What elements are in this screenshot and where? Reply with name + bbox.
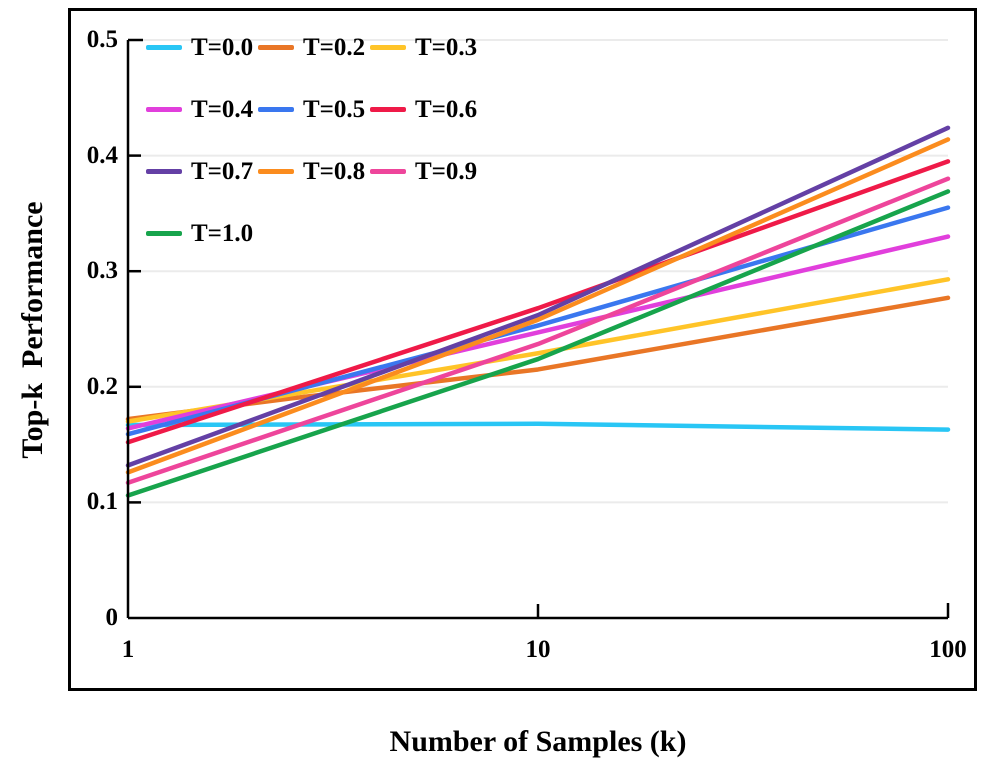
legend-item-T=1.0: T=1.0 <box>146 202 258 264</box>
legend-item-T=0.5: T=0.5 <box>258 78 370 140</box>
series-line-T=0.7 <box>125 125 951 468</box>
legend-item-T=0.2: T=0.2 <box>258 16 370 78</box>
legend-label: T=1.0 <box>191 219 254 247</box>
legend-item-T=0.0: T=0.0 <box>146 16 258 78</box>
legend-swatch-line <box>146 44 182 50</box>
legend-label: T=0.3 <box>415 33 478 61</box>
figure-border <box>68 8 977 691</box>
y-tick-label-0.3: 0.3 <box>86 257 118 285</box>
legend-label: T=0.9 <box>415 157 478 185</box>
legend-label: T=0.4 <box>191 95 254 123</box>
y-tick-label-0.1: 0.1 <box>86 488 118 516</box>
y-tick-label-0.2: 0.2 <box>86 372 118 400</box>
legend-swatch-line <box>370 44 406 50</box>
legend-label: T=0.6 <box>415 95 478 123</box>
legend-item-T=0.7: T=0.7 <box>146 140 258 202</box>
legend-swatch-line <box>258 168 294 174</box>
legend-swatch-line <box>146 230 182 236</box>
legend-swatch-line <box>258 106 294 112</box>
legend-swatch-line <box>146 106 182 112</box>
series-line-T=1.0 <box>125 189 951 498</box>
legend-swatch-line <box>146 168 182 174</box>
legend-item-T=0.9: T=0.9 <box>370 140 482 202</box>
legend-item-T=0.3: T=0.3 <box>370 16 482 78</box>
legend-item-T=0.6: T=0.6 <box>370 78 482 140</box>
series-line-T=0.8 <box>125 137 951 475</box>
legend-label: T=0.5 <box>303 95 366 123</box>
series-line-T=0.6 <box>125 159 951 445</box>
x-tick-label-10: 10 <box>525 636 551 663</box>
legend-item-T=0.4: T=0.4 <box>146 78 258 140</box>
y-tick-label-0.4: 0.4 <box>86 141 118 169</box>
series-line-T=0.9 <box>125 176 951 485</box>
legend-swatch-line <box>370 168 406 174</box>
y-tick-label-0.5: 0.5 <box>86 26 118 53</box>
legend-label: T=0.8 <box>303 157 366 185</box>
legend-label: T=0.0 <box>191 33 254 61</box>
legend-label: T=0.7 <box>191 157 254 185</box>
legend-swatch-line <box>370 106 406 112</box>
x-tick-label-1: 1 <box>121 636 135 663</box>
y-tick-label-0: 0 <box>105 604 119 631</box>
x-axis-title: Number of Samples (k) <box>389 725 687 758</box>
x-tick-label-100: 100 <box>929 636 967 663</box>
legend-item-T=0.8: T=0.8 <box>258 140 370 202</box>
legend-swatch-line <box>258 44 294 50</box>
y-axis-title: Top-k Performance <box>16 201 49 459</box>
series-line-T=0.0 <box>125 421 951 432</box>
legend-label: T=0.2 <box>303 33 366 61</box>
legend: T=0.0 T=0.2 T=0.3 T=0.4 T=0.5 T=0.6 T=0.7 T=0.8… <box>146 16 491 264</box>
